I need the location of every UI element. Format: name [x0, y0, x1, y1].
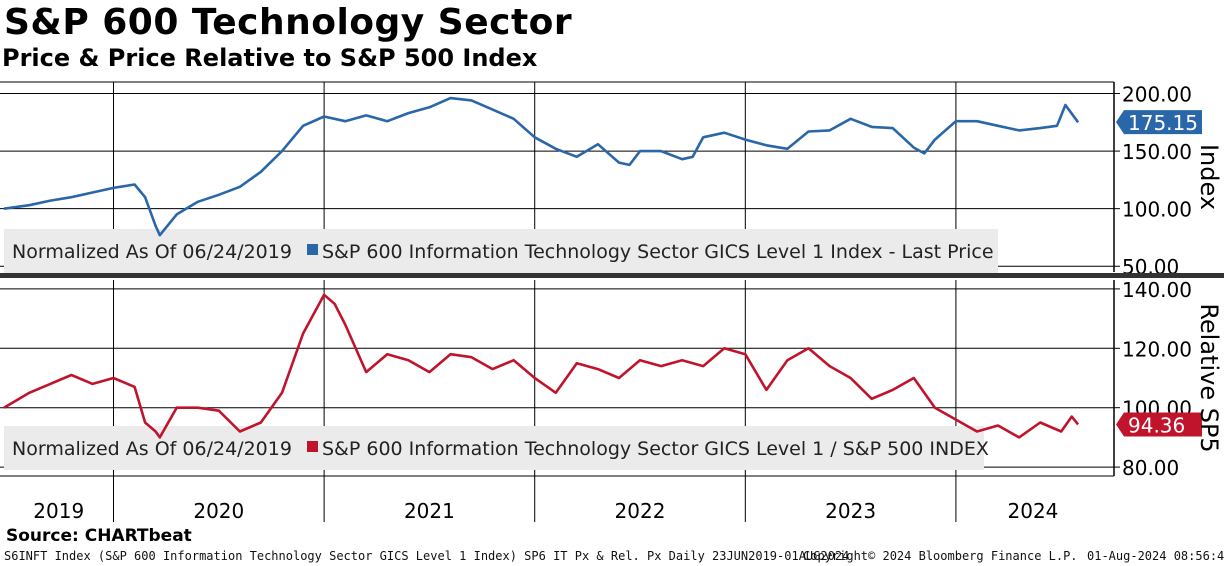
footer-copyright: Copyright© 2024 Bloomberg Finance L.P. [803, 549, 1078, 563]
footer-description: S6INFT Index (S&P 600 Information Techno… [4, 549, 850, 563]
x-tick-label: 2019 [33, 499, 84, 523]
x-tick-label: 2022 [615, 499, 666, 523]
y-tick-label: 80.00 [1122, 456, 1179, 480]
chart-subtitle: Price & Price Relative to S&P 500 Index [2, 44, 538, 72]
y-tick-label: 100.00 [1122, 198, 1192, 222]
legend-series-label: S&P 600 Information Technology Sector GI… [322, 438, 989, 460]
series-line [3, 293, 1080, 439]
chart-title: S&P 600 Technology Sector [4, 2, 573, 43]
x-tick-label: 2023 [825, 499, 876, 523]
panel-divider [0, 273, 1224, 278]
last-value-tag [1116, 412, 1202, 437]
legend-swatch [307, 244, 318, 255]
footer-timestamp: 01-Aug-2024 08:56:45 [1087, 549, 1224, 563]
legend-box [4, 426, 984, 470]
legend-note: Normalized As Of 06/24/2019 [12, 438, 292, 460]
x-tick-label: 2021 [404, 499, 455, 523]
y-tick-label: 120.00 [1122, 337, 1192, 361]
axis-title: Relative SP5 [1195, 303, 1223, 452]
last-value-label: 94.36 [1128, 413, 1185, 437]
last-value-label: 175.15 [1128, 111, 1198, 135]
y-tick-label: 150.00 [1122, 140, 1192, 164]
x-tick-label: 2024 [1008, 499, 1059, 523]
series-line [3, 96, 1080, 237]
axis-title: Index [1195, 144, 1223, 210]
legend-series-label: S&P 600 Information Technology Sector GI… [322, 241, 994, 263]
legend-swatch [307, 441, 318, 452]
y-tick-label: 200.00 [1122, 83, 1192, 107]
source-label: Source: CHARTbeat [6, 526, 192, 546]
last-value-tag [1116, 110, 1202, 135]
x-tick-label: 2020 [193, 499, 244, 523]
legend-box [4, 229, 998, 273]
legend-note: Normalized As Of 06/24/2019 [12, 241, 292, 263]
x-axis: 2019 2020 2021 2022 2023 2024 [0, 81, 1224, 523]
y-tick-label: 140.00 [1122, 278, 1192, 302]
